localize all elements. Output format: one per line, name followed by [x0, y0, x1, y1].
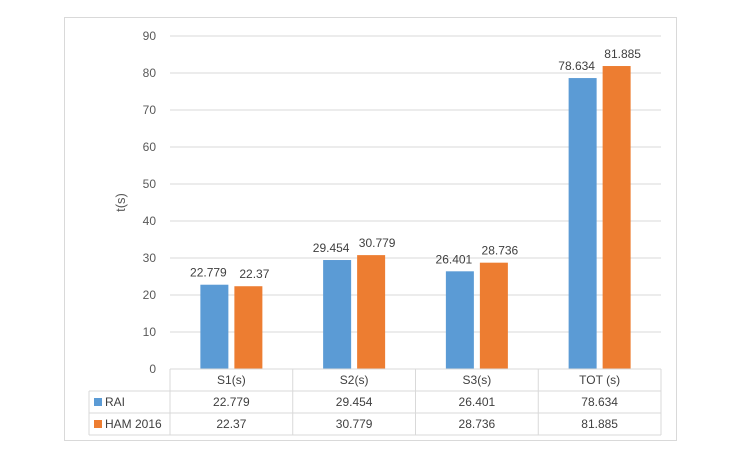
data-label: 26.401	[436, 252, 473, 266]
table-cell: 30.779	[336, 417, 373, 431]
y-tick-label: 10	[143, 325, 157, 339]
y-tick-label: 0	[149, 362, 156, 376]
bar	[357, 255, 386, 369]
data-label: 30.779	[359, 236, 396, 250]
y-tick-label: 80	[143, 66, 157, 80]
bar	[602, 66, 631, 369]
y-tick-label: 40	[143, 214, 157, 228]
y-tick-label: 90	[143, 29, 157, 43]
table-cell: 26.401	[459, 395, 496, 409]
data-label: 81.885	[604, 47, 641, 61]
y-tick-label: 70	[143, 103, 157, 117]
data-label: 78.634	[558, 59, 595, 73]
data-label: 29.454	[313, 241, 350, 255]
bar	[445, 271, 474, 369]
bar	[479, 262, 508, 369]
y-tick-label: 30	[143, 251, 157, 265]
data-label: 28.736	[482, 244, 519, 258]
legend-label: HAM 2016	[105, 417, 162, 431]
table-cell: 81.885	[581, 417, 618, 431]
bar	[323, 260, 352, 369]
x-tick-label: S2(s)	[340, 373, 369, 387]
x-tick-label: TOT (s)	[579, 373, 620, 387]
x-tick-label: S3(s)	[463, 373, 492, 387]
legend-swatch	[94, 398, 102, 406]
bar	[234, 286, 263, 369]
table-cell: 78.634	[581, 395, 618, 409]
data-label: 22.779	[190, 266, 227, 280]
table-cell: 22.37	[216, 417, 246, 431]
y-tick-label: 60	[143, 140, 157, 154]
legend-label: RAI	[105, 395, 125, 409]
data-label: 22.37	[239, 267, 269, 281]
bar	[568, 78, 597, 369]
x-tick-label: S1(s)	[217, 373, 246, 387]
y-tick-label: 50	[143, 177, 157, 191]
bar	[200, 284, 229, 369]
y-tick-label: 20	[143, 288, 157, 302]
legend-swatch	[94, 420, 102, 428]
table-cell: 29.454	[336, 395, 373, 409]
table-cell: 28.736	[459, 417, 496, 431]
table-cell: 22.779	[213, 395, 250, 409]
y-axis-title: t(s)	[113, 193, 128, 212]
